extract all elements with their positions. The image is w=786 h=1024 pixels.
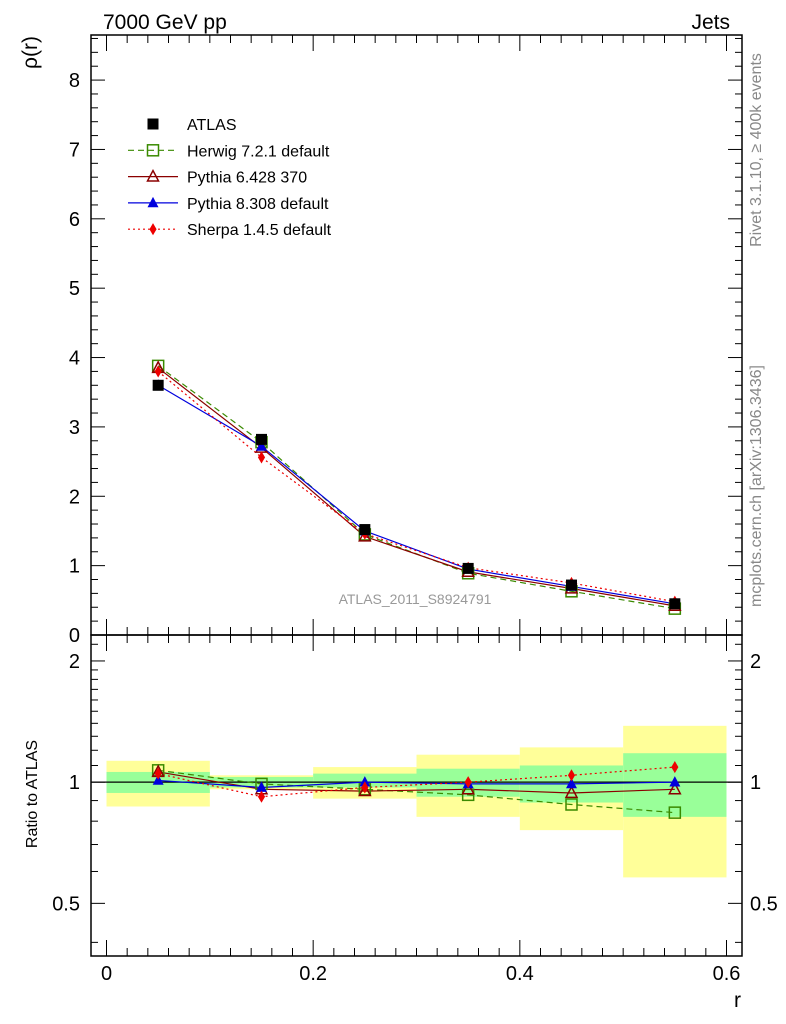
header-left-title: 7000 GeV pp	[103, 11, 227, 34]
ratio-point-pythia-8-308-default	[256, 781, 267, 792]
analysis-watermark: ATLAS_2011_S8924791	[339, 591, 492, 607]
upper-point-atlas	[256, 433, 267, 445]
ratio-point-herwig-7-2-1-default	[565, 798, 578, 811]
lower-series-markers	[151, 761, 682, 819]
x-axis-label: r	[734, 989, 741, 1012]
lower-y-tick-label: 1	[69, 772, 80, 794]
ratio-point-pythia-6-428-370	[668, 781, 682, 795]
upper-line-pythia-8-308-default	[157, 384, 675, 605]
legend-marker-atlas	[147, 118, 159, 130]
upper-y-tick-label: 1	[69, 556, 80, 578]
upper-point-sherpa-1-4-5-default	[154, 365, 162, 378]
legend-marker-sherpa-1-4-5-default	[149, 223, 157, 236]
ratio-point-sherpa-1-4-5-default	[464, 776, 472, 789]
ratio-point-sherpa-1-4-5-default	[257, 790, 266, 803]
upper-y-tick-label: 3	[69, 417, 80, 439]
legend-label-pythia-8-308-default: Pythia 8.308 default	[187, 196, 329, 213]
upper-line-sherpa-1-4-5-default	[157, 370, 675, 603]
lower-y-tick-label-right: 0.5	[750, 893, 778, 915]
upper-point-pythia-8-308-default	[256, 440, 267, 451]
upper-point-atlas	[566, 579, 577, 591]
lower-y-tick-label: 2	[69, 651, 80, 673]
upper-point-pythia-6-428-370	[358, 528, 372, 542]
legend-label-sherpa-1-4-5-default: Sherpa 1.4.5 default	[187, 222, 332, 239]
axis-ticks	[91, 35, 742, 956]
lower-series-lines	[158, 766, 675, 814]
upper-line-herwig-7-2-1-default	[157, 365, 675, 610]
ratio-point-sherpa-1-4-5-default	[567, 769, 576, 782]
ratio-point-herwig-7-2-1-default	[668, 806, 682, 819]
legend-marker-herwig-7-2-1-default	[146, 144, 160, 157]
ratio-point-pythia-6-428-370	[461, 781, 475, 795]
rivet-version-text: Rivet 3.1.10, ≥ 400k events	[748, 53, 765, 247]
ratio-point-sherpa-1-4-5-default	[671, 761, 679, 774]
ratio-point-pythia-6-428-370	[358, 783, 372, 797]
legend-marker-pythia-6-428-370	[146, 168, 160, 182]
upper-point-atlas	[462, 562, 474, 574]
mcplots-credit-text: mcplots.cern.ch [arXiv:1306.3436]	[748, 365, 765, 607]
legend: ATLAS Herwig 7.2.1 default Pythia 6.428 37…	[128, 117, 332, 239]
ratio-point-herwig-7-2-1-default	[461, 788, 475, 802]
upper-point-atlas	[359, 524, 371, 536]
lower-y-tick-label: 0.5	[52, 893, 80, 915]
ratio-point-sherpa-1-4-5-default	[361, 781, 369, 794]
upper-point-atlas	[152, 379, 164, 391]
x-tick-label: 0.2	[299, 963, 327, 985]
upper-y-tick-label: 2	[69, 486, 80, 508]
upper-y-tick-label: 4	[69, 348, 80, 370]
upper-series-markers	[151, 359, 682, 615]
ratio-line-sherpa-1-4-5-default	[158, 766, 675, 798]
legend-label-herwig-7-2-1-default: Herwig 7.2.1 default	[187, 143, 330, 160]
ratio-point-pythia-8-308-default	[669, 776, 681, 787]
ratio-point-pythia-8-308-default	[359, 776, 371, 787]
upper-line-pythia-6-428-370	[157, 367, 675, 607]
lower-bands	[106, 725, 727, 878]
legend-label-atlas: ATLAS	[187, 117, 237, 134]
ratio-line-herwig-7-2-1-default	[158, 769, 675, 814]
upper-y-tick-label: 5	[69, 278, 80, 300]
ratio-point-sherpa-1-4-5-default	[154, 767, 162, 780]
lower-y-tick-label-right: 2	[750, 651, 761, 673]
ratio-point-pythia-8-308-default	[566, 777, 577, 789]
upper-point-atlas	[669, 598, 681, 610]
upper-y-tick-label: 0	[69, 625, 80, 647]
ratio-line-pythia-8-308-default	[158, 779, 675, 789]
x-tick-label: 0.6	[713, 963, 741, 985]
legend-marker-pythia-8-308-default	[147, 196, 159, 208]
ratio-point-pythia-6-428-370	[564, 785, 579, 799]
upper-y-axis-label: ρ(r)	[19, 36, 42, 69]
upper-series-lines	[157, 365, 675, 610]
x-tick-label: 0	[101, 963, 112, 985]
legend-label-pythia-6-428-370: Pythia 6.428 370	[187, 170, 307, 187]
tick-labels: 0 1 2 3 4 5 6 7 8 0.5 0.5 1 1 2 2 0 0.2 0.4 0.6	[52, 70, 778, 985]
lower-y-axis-label: Ratio to ATLAS	[24, 740, 41, 848]
upper-y-tick-label: 7	[69, 139, 80, 161]
upper-y-tick-label: 6	[69, 209, 80, 231]
header-right-title: Jets	[691, 11, 730, 34]
x-tick-label: 0.4	[506, 963, 534, 985]
upper-point-sherpa-1-4-5-default	[257, 451, 266, 464]
lower-y-tick-label-right: 1	[750, 772, 761, 794]
upper-y-tick-label: 8	[69, 70, 80, 92]
